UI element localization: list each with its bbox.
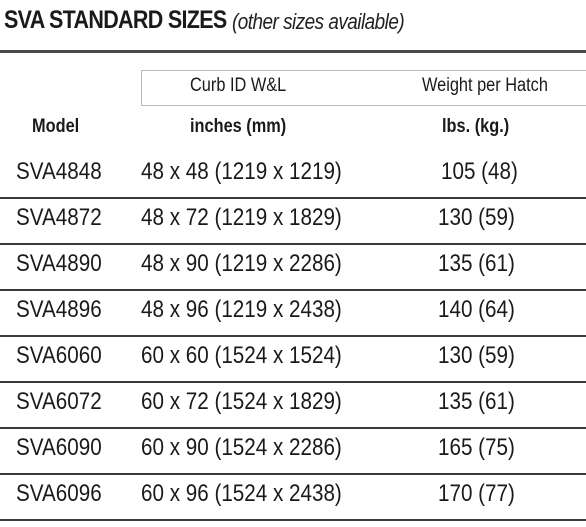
title-bar: SVA STANDARD SIZES (other sizes availabl… [0,0,586,46]
table-subtitle: (other sizes available) [232,9,405,34]
curb-size-cell: 60 x 60 (1524 x 1524) [141,342,342,369]
curb-size-cell: 48 x 72 (1219 x 1829) [141,204,342,231]
table-row: SVA6060 60 x 60 (1524 x 1524) 130 (59) [0,336,586,383]
weight-cell: 130 (59) [438,342,515,369]
curb-size-cell: 60 x 96 (1524 x 2438) [141,480,342,507]
table-row: SVA6090 60 x 90 (1524 x 2286) 165 (75) [0,428,586,475]
curb-size-cell: 48 x 48 (1219 x 1219) [141,158,342,185]
table-row: SVA4848 48 x 48 (1219 x 1219) 105 (48) [0,152,586,199]
model-cell: SVA4872 [16,204,102,231]
model-cell: SVA4896 [16,296,102,323]
model-cell: SVA6090 [16,434,102,461]
table-row: SVA4872 48 x 72 (1219 x 1829) 130 (59) [0,198,586,245]
curb-size-cell: 60 x 72 (1524 x 1829) [141,388,342,415]
model-cell: SVA4848 [16,158,102,185]
row-divider [0,427,586,429]
curb-size-cell: 48 x 90 (1219 x 2286) [141,250,342,277]
weight-cell: 105 (48) [441,158,518,185]
curb-column-label: Curb ID W&L [190,75,287,96]
curb-size-cell: 48 x 96 (1219 x 2438) [141,296,342,323]
weight-cell: 135 (61) [438,388,515,415]
table-row: SVA6072 60 x 72 (1524 x 1829) 135 (61) [0,382,586,429]
table-row: SVA6096 60 x 96 (1524 x 2438) 170 (77) [0,474,586,521]
model-cell: SVA6072 [16,388,102,415]
row-divider [0,243,586,245]
column-group-header-box [141,70,586,106]
table-row: SVA4890 48 x 90 (1219 x 2286) 135 (61) [0,244,586,291]
curb-units-header: inches (mm) [190,116,287,137]
model-cell: SVA4890 [16,250,102,277]
weight-column-label: Weight per Hatch [422,75,548,96]
row-divider [0,473,586,475]
row-divider [0,335,586,337]
row-divider [0,519,586,521]
curb-size-cell: 60 x 90 (1524 x 2286) [141,434,342,461]
model-cell: SVA6060 [16,342,102,369]
weight-cell: 130 (59) [438,204,515,231]
model-column-header: Model [32,116,80,137]
weight-cell: 135 (61) [438,250,515,277]
table-title: SVA STANDARD SIZES [4,6,227,34]
weight-cell: 165 (75) [438,434,515,461]
weight-units-header: lbs. (kg.) [442,116,510,137]
row-divider [0,289,586,291]
row-divider [0,197,586,199]
table-row: SVA4896 48 x 96 (1219 x 2438) 140 (64) [0,290,586,337]
row-divider [0,381,586,383]
title-divider [0,50,586,53]
weight-cell: 140 (64) [438,296,515,323]
model-cell: SVA6096 [16,480,102,507]
weight-cell: 170 (77) [438,480,515,507]
